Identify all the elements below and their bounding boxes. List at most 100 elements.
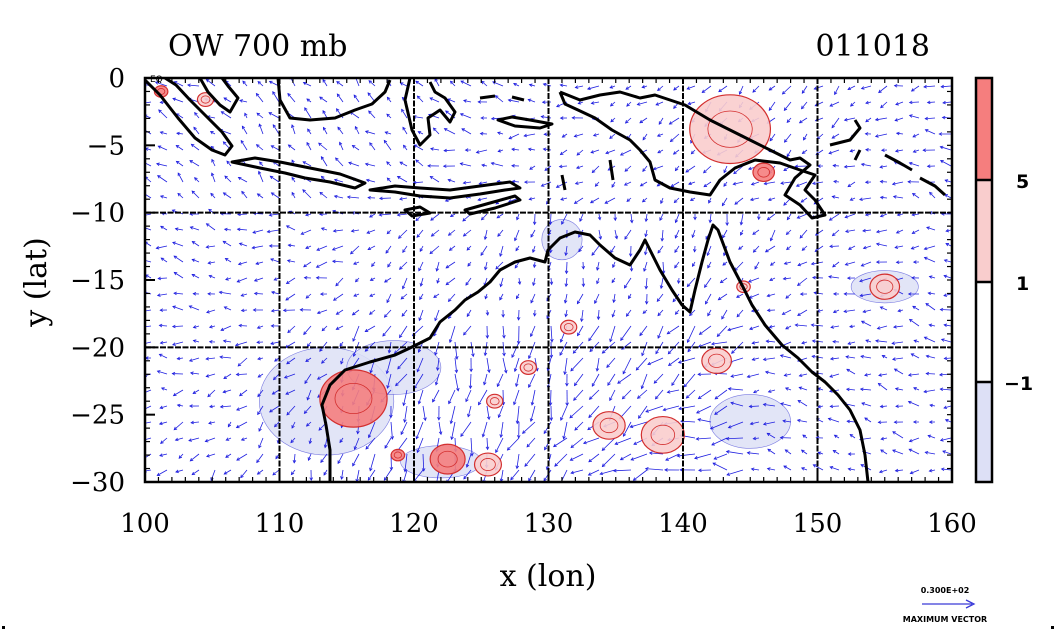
- wind-vector: [612, 468, 632, 473]
- wind-vector: [240, 139, 248, 151]
- wind-vector: [173, 271, 184, 279]
- wind-vector: [864, 212, 872, 217]
- wind-vector: [429, 245, 440, 255]
- wind-vector: [784, 449, 792, 455]
- wind-vector: [913, 339, 920, 343]
- wind-vector: [521, 421, 536, 434]
- wind-vector: [847, 341, 856, 345]
- wind-vector: [285, 225, 296, 231]
- wind-vector: [723, 165, 728, 174]
- wind-vector: [396, 213, 408, 217]
- wind-vector: [645, 405, 664, 413]
- wind-vector: [252, 308, 264, 312]
- wind-vector: [879, 306, 888, 311]
- wind-vector: [205, 78, 216, 87]
- wind-vector: [628, 293, 632, 300]
- wind-vector: [416, 357, 424, 373]
- wind-vector: [779, 354, 792, 359]
- wind-vector: [923, 336, 936, 343]
- wind-vector: [559, 83, 568, 88]
- wind-vector: [464, 148, 472, 152]
- wind-vector: [259, 161, 264, 167]
- wind-vector: [336, 93, 344, 103]
- wind-vector: [843, 309, 856, 314]
- wind-vector: [541, 100, 552, 104]
- wind-vector: [639, 117, 648, 124]
- wind-vector: [467, 405, 472, 418]
- wind-vector: [892, 449, 904, 455]
- wind-vector: [461, 128, 472, 135]
- wind-vector: [879, 213, 888, 218]
- wind-vector: [766, 308, 776, 313]
- wind-vector: [516, 213, 520, 221]
- wind-vector: [924, 450, 936, 455]
- x-tick-label-150: 150: [793, 509, 843, 539]
- wind-vector: [173, 255, 184, 263]
- wind-vector: [364, 162, 376, 167]
- wind-vector: [767, 197, 776, 202]
- wind-vector: [925, 303, 936, 311]
- wind-vector: [506, 437, 520, 451]
- wind-vector: [365, 178, 376, 183]
- wind-vector: [673, 197, 680, 204]
- wind-vector: [384, 131, 392, 135]
- wind-vector: [894, 387, 904, 391]
- wind-vector: [833, 434, 840, 439]
- wind-vector: [688, 181, 696, 186]
- wind-vector: [829, 356, 840, 361]
- wind-vector: [874, 117, 888, 122]
- wind-vector: [155, 245, 168, 250]
- y-axis-label: y (lat): [19, 237, 54, 327]
- wind-vector: [708, 213, 713, 224]
- wind-vector: [235, 372, 248, 377]
- wind-vector: [332, 229, 344, 233]
- y-tick-label-5: −25: [70, 401, 125, 431]
- wind-vector: [208, 340, 216, 344]
- positive-region-3: [701, 347, 733, 374]
- wind-vector: [434, 341, 440, 356]
- wind-vector: [204, 437, 216, 443]
- wind-vector: [415, 80, 424, 87]
- wind-vector: [448, 389, 456, 405]
- wind-vector: [448, 245, 456, 251]
- wind-vector: [176, 356, 184, 361]
- wind-vector: [389, 405, 393, 419]
- wind-vector: [271, 290, 280, 295]
- wind-vector: [847, 245, 856, 250]
- wind-vector: [624, 117, 632, 124]
- wind-vector: [291, 176, 296, 183]
- wind-vector: [211, 158, 216, 167]
- wind-vector: [641, 85, 648, 89]
- wind-vector: [865, 339, 872, 343]
- wind-vector: [364, 325, 376, 333]
- wind-vector: [364, 130, 376, 135]
- wind-vector: [881, 355, 888, 359]
- wind-vector: [160, 387, 168, 391]
- wind-vector: [736, 309, 744, 318]
- wind-vector: [604, 197, 616, 204]
- wind-vector: [486, 357, 491, 374]
- wind-vector: [282, 308, 296, 313]
- wind-vector: [257, 405, 264, 416]
- wind-vector: [529, 325, 536, 338]
- wind-vector: [466, 245, 472, 251]
- wind-vector: [673, 85, 680, 91]
- colorbar-band-neutral: [976, 282, 992, 382]
- wind-vector: [801, 340, 808, 345]
- wind-vector: [484, 293, 488, 300]
- wind-vector: [751, 357, 760, 361]
- wind-vector: [564, 277, 569, 288]
- wind-vector: [752, 229, 760, 235]
- wind-vector: [908, 448, 920, 455]
- wind-vector: [257, 80, 264, 87]
- wind-vector: [830, 325, 840, 329]
- corner-mark-left: [2, 626, 5, 629]
- wind-vector: [194, 177, 200, 183]
- wind-vector: [515, 405, 520, 425]
- wind-vector: [588, 389, 600, 400]
- wind-vector: [940, 338, 952, 343]
- wind-vector: [847, 181, 856, 188]
- wind-vector: [626, 197, 632, 202]
- wind-vector: [843, 292, 856, 296]
